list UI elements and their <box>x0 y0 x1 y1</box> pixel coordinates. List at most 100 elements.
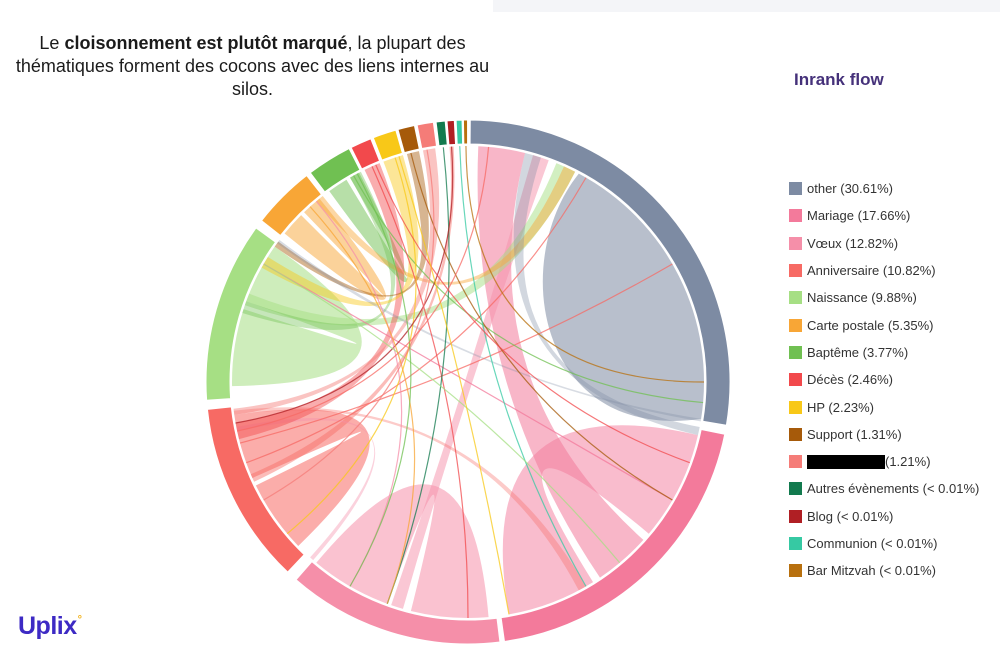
legend-item-2[interactable]: Vœux (12.82%) <box>789 230 979 257</box>
legend-item-5[interactable]: Carte postale (5.35%) <box>789 311 979 338</box>
arc-mariage[interactable] <box>500 428 726 643</box>
ribbon-9[interactable] <box>244 163 576 326</box>
legend-item-12[interactable]: Blog (< 0.01%) <box>789 503 979 530</box>
link-line-13 <box>309 206 416 604</box>
legend-label: Vœux (12.82%) <box>807 235 899 251</box>
link-line-0 <box>246 177 587 464</box>
ribbon-20[interactable] <box>233 407 587 591</box>
legend-swatch <box>789 236 802 250</box>
link-line-7 <box>386 147 450 604</box>
chart-legend: other (30.61%) Mariage (17.66%) Vœux (12.8… <box>789 175 979 584</box>
legend-label: Décès (2.46%) <box>807 372 893 388</box>
legend-swatch <box>789 318 802 332</box>
chord-ribbons <box>232 146 705 619</box>
legend-label: Anniversaire (10.82%) <box>807 263 936 279</box>
legend-label: Baptême (3.77%) <box>807 344 909 360</box>
ribbon-6[interactable] <box>329 172 409 283</box>
arc-blog[interactable] <box>446 119 457 146</box>
legend-item-7[interactable]: Décès (2.46%) <box>789 366 979 393</box>
legend-item-10[interactable]: (1.21%) <box>789 448 979 475</box>
ribbon-2[interactable] <box>316 484 489 618</box>
legend-item-11[interactable]: Autres évènements (< 0.01%) <box>789 475 979 502</box>
arc-redacted[interactable] <box>416 121 438 150</box>
arc-hp[interactable] <box>372 129 404 161</box>
arc-autres-v-nements[interactable] <box>435 120 448 147</box>
arc-support[interactable] <box>397 124 420 154</box>
ribbon-12[interactable] <box>236 417 376 561</box>
link-line-14 <box>375 164 690 464</box>
legend-item-14[interactable]: Bar Mitzvah (< 0.01%) <box>789 557 979 584</box>
legend-item-13[interactable]: Communion (< 0.01%) <box>789 530 979 557</box>
chart-title: Inrank flow <box>794 70 884 89</box>
legend-label: (1.21%) <box>885 454 931 470</box>
arc-v-ux[interactable] <box>295 560 501 645</box>
link-line-2 <box>263 263 673 501</box>
legend-label: Mariage (17.66%) <box>807 208 911 224</box>
top-bar <box>493 0 1000 12</box>
legend-swatch <box>789 345 802 359</box>
legend-label: other (30.61%) <box>807 181 893 197</box>
legend-item-4[interactable]: Naissance (9.88%) <box>789 284 979 311</box>
legend-swatch <box>789 291 802 305</box>
arc-communion[interactable] <box>455 119 464 145</box>
arc-carte-postale[interactable] <box>260 174 323 237</box>
legend-swatch <box>789 400 802 414</box>
ribbon-18[interactable] <box>513 153 700 436</box>
arc-naissance[interactable] <box>205 227 277 401</box>
ribbon-8[interactable] <box>391 155 549 609</box>
link-line-16 <box>398 156 510 615</box>
ribbon-14[interactable] <box>235 163 405 440</box>
legend-label: Support (1.31%) <box>807 426 902 442</box>
ribbon-3[interactable] <box>234 409 370 546</box>
slide-caption: Le cloisonnement est plutôt marqué, la p… <box>15 33 490 99</box>
arc-bar-mitzvah[interactable] <box>462 119 469 145</box>
legend-swatch <box>789 564 802 578</box>
link-line-6 <box>410 152 673 501</box>
legend-item-9[interactable]: Support (1.31%) <box>789 421 979 448</box>
legend-swatch <box>789 373 802 387</box>
legend-swatch <box>789 509 802 523</box>
arc-anniversaire[interactable] <box>206 406 305 573</box>
ribbon-13[interactable] <box>242 171 396 331</box>
link-line-18 <box>237 146 490 432</box>
link-line-10 <box>465 146 705 383</box>
legend-label: Bar Mitzvah (< 0.01%) <box>807 563 936 579</box>
link-line-3 <box>353 175 704 404</box>
legend-label: HP (2.23%) <box>807 399 874 415</box>
arc-d-c-s[interactable] <box>350 138 381 170</box>
link-line-8 <box>235 146 454 424</box>
legend-item-8[interactable]: HP (2.23%) <box>789 393 979 420</box>
redacted-label <box>807 454 885 469</box>
legend-swatch <box>789 455 802 469</box>
legend-label: Communion (< 0.01%) <box>807 536 938 551</box>
legend-swatch <box>789 427 802 441</box>
legend-swatch <box>789 482 802 496</box>
ribbon-16[interactable] <box>274 151 429 297</box>
arc-bapt-me[interactable] <box>309 147 361 193</box>
link-line-15 <box>263 149 435 501</box>
chord-arcs <box>205 119 731 645</box>
legend-item-1[interactable]: Mariage (17.66%) <box>789 202 979 229</box>
caption-emphasis: cloisonnement est plutôt marqué <box>64 33 348 53</box>
link-line-4 <box>371 166 469 619</box>
legend-item-0[interactable]: other (30.61%) <box>789 175 979 202</box>
link-line-12 <box>263 263 621 564</box>
uplix-logo: Uplix° <box>18 612 82 640</box>
link-line-9 <box>459 146 587 587</box>
legend-label: Autres évènements (< 0.01%) <box>807 481 980 497</box>
ribbon-10[interactable] <box>316 166 576 285</box>
legend-item-6[interactable]: Baptême (3.77%) <box>789 339 979 366</box>
ribbon-0[interactable] <box>542 173 704 421</box>
legend-item-3[interactable]: Anniversaire (10.82%) <box>789 257 979 284</box>
legend-swatch <box>789 209 802 223</box>
arc-other[interactable] <box>469 119 731 426</box>
link-line-1 <box>239 263 673 444</box>
ribbon-1[interactable] <box>502 425 698 615</box>
legend-swatch <box>789 264 802 278</box>
legend-label: Naissance (9.88%) <box>807 290 917 306</box>
legend-label: Carte postale (5.35%) <box>807 317 934 333</box>
ribbon-11[interactable] <box>250 146 455 482</box>
legend-label: Blog (< 0.01%) <box>807 508 894 524</box>
legend-swatch <box>789 537 802 550</box>
